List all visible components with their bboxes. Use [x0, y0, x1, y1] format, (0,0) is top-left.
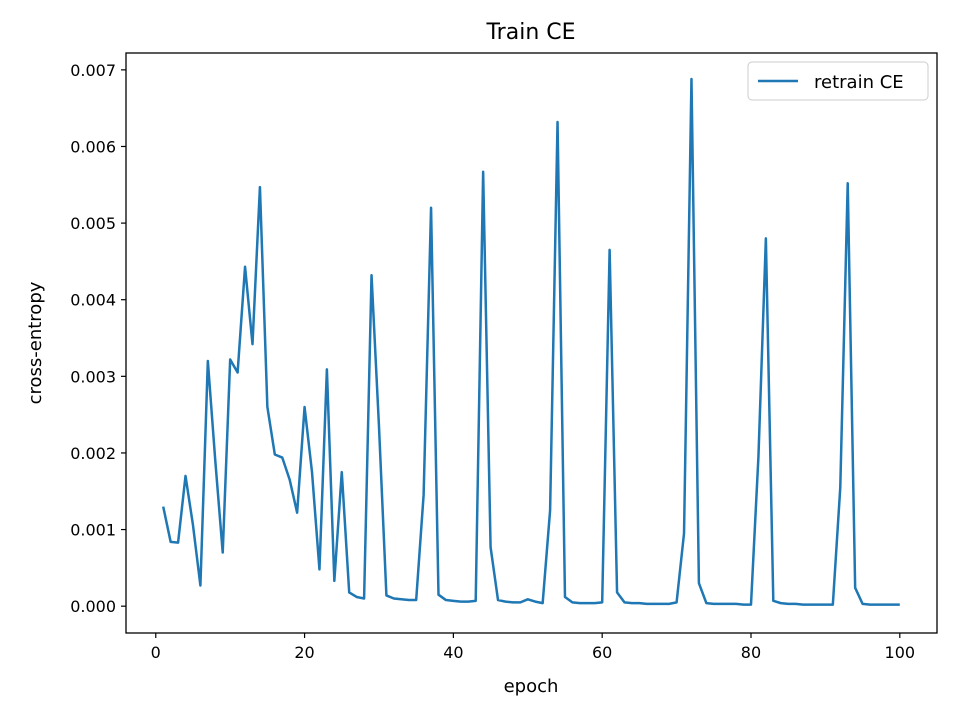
chart-title: Train CE	[485, 20, 575, 45]
y-tick-label: 0.003	[70, 367, 116, 386]
y-tick-label: 0.007	[70, 61, 116, 80]
series-line-retrain-ce	[161, 77, 900, 606]
y-tick-label: 0.002	[70, 444, 116, 463]
x-tick-label: 20	[294, 643, 314, 662]
y-tick-label: 0.000	[70, 597, 116, 616]
y-axis-label: cross-entropy	[25, 281, 46, 404]
legend-label: retrain CE	[814, 72, 904, 93]
series-layer	[161, 77, 900, 606]
y-tick-label: 0.006	[70, 137, 116, 156]
x-axis-label: epoch	[504, 676, 559, 697]
legend: retrain CE	[747, 61, 929, 101]
x-tick-label: 60	[592, 643, 612, 662]
y-tick-label: 0.005	[70, 214, 116, 233]
y-tick-label: 0.001	[70, 521, 116, 540]
x-tick-label: 100	[885, 643, 916, 662]
plot-background	[126, 53, 937, 633]
y-tick-label: 0.004	[70, 291, 116, 310]
x-axis-ticks: 0 20 40 60 80 100	[151, 633, 915, 662]
plot-area	[125, 52, 938, 634]
x-tick-label: 80	[741, 643, 761, 662]
y-axis-ticks: 0.000 0.001 0.002 0.003 0.004 0.005 0.006 0.007	[70, 61, 126, 616]
legend-box	[747, 61, 929, 101]
axes-frame	[125, 52, 938, 634]
x-tick-label: 40	[443, 643, 463, 662]
x-tick-label: 0	[151, 643, 161, 662]
